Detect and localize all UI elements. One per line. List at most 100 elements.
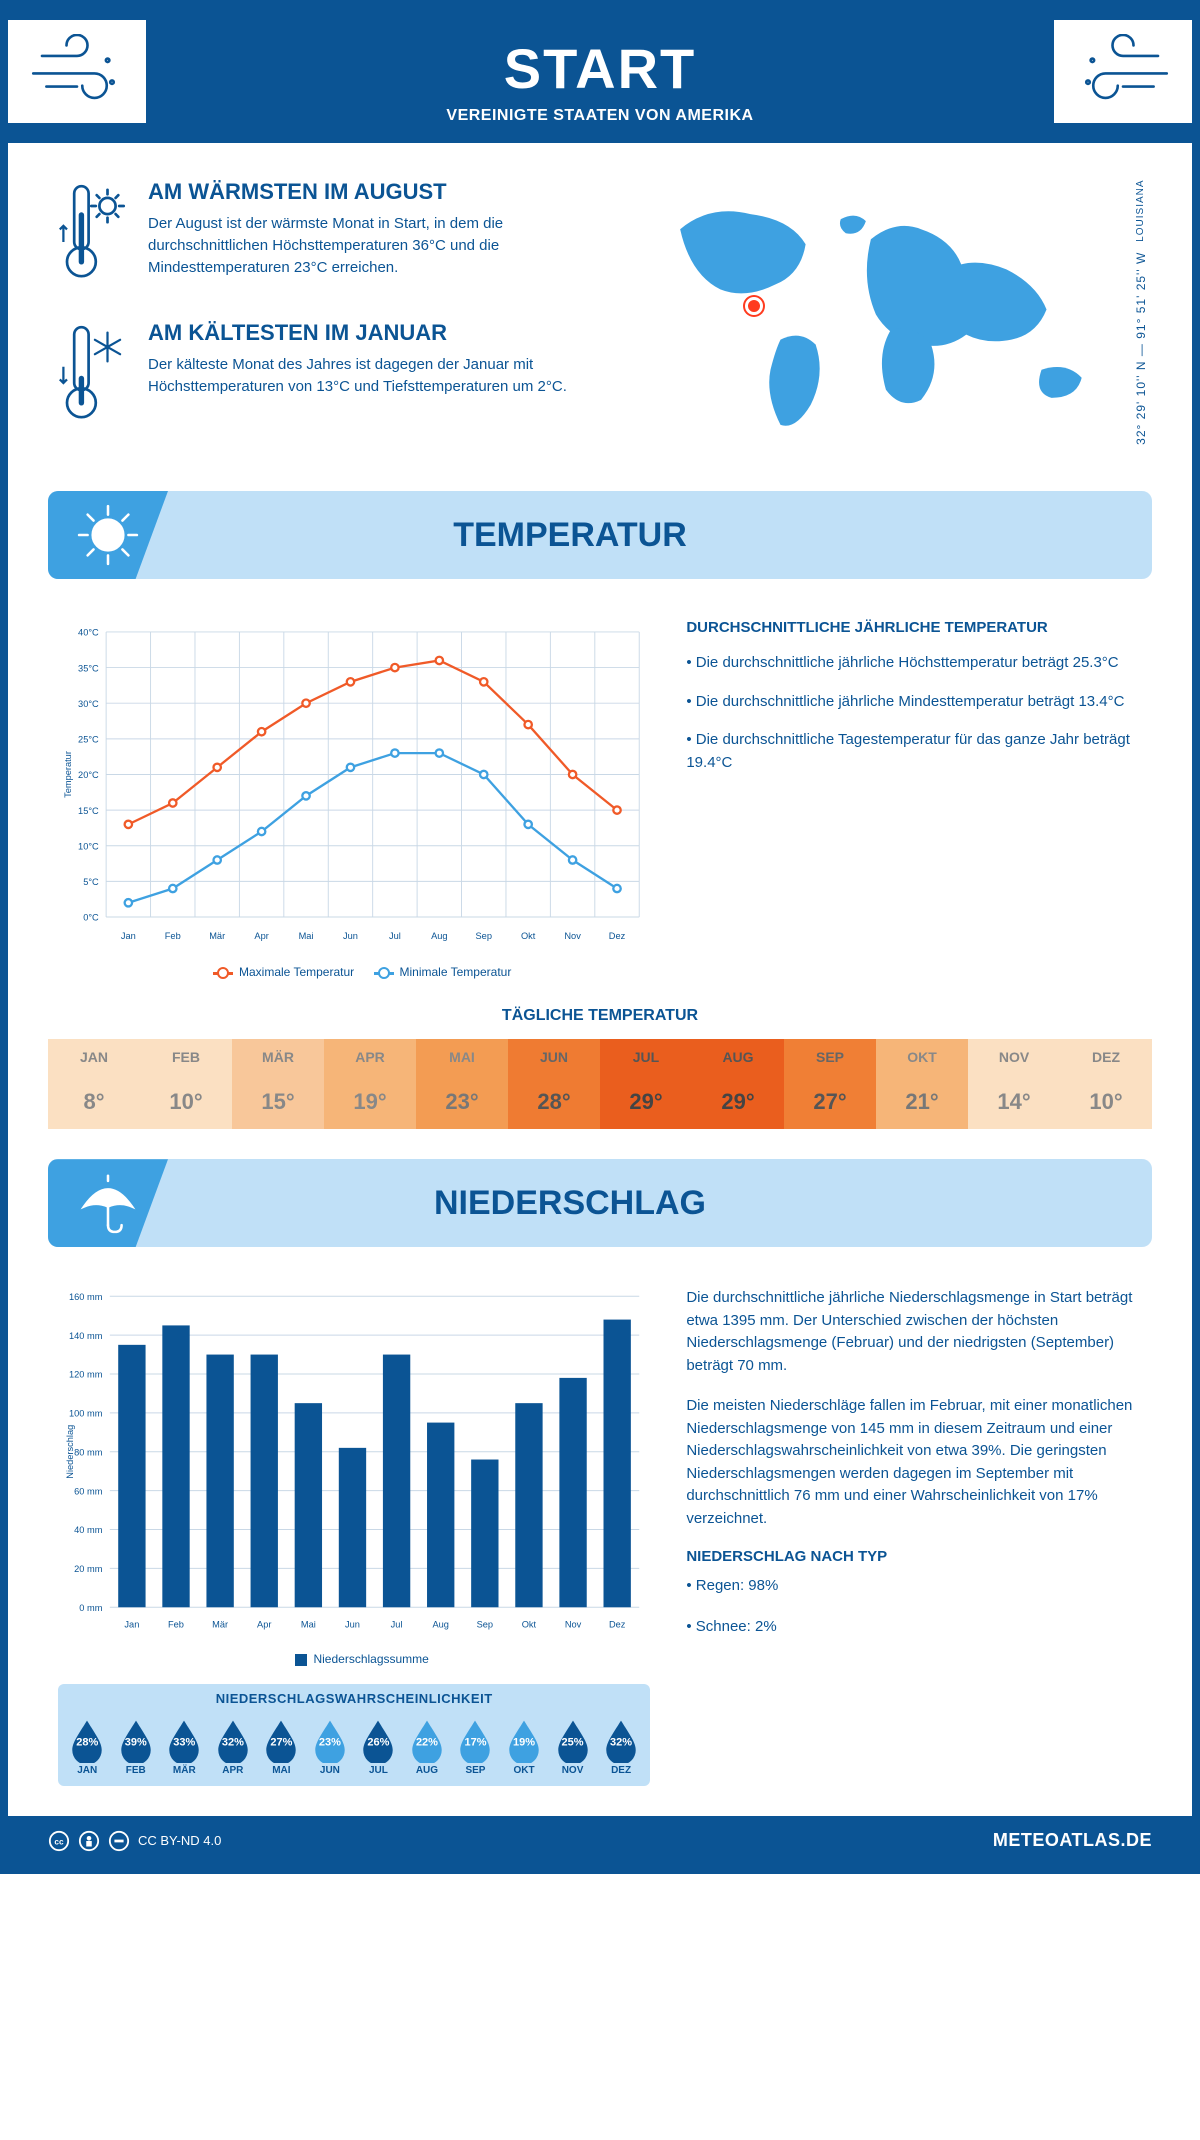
thermometer-cold-icon (58, 320, 130, 433)
daily-value: 10° (140, 1075, 232, 1129)
svg-text:10°C: 10°C (78, 841, 99, 851)
raindrop-icon: 27% (262, 1717, 300, 1763)
svg-text:140 mm: 140 mm (69, 1331, 103, 1341)
wind-icon-right (1054, 20, 1192, 123)
prob-cell: 39% FEB (113, 1717, 160, 1776)
prob-cell: 32% DEZ (598, 1717, 645, 1776)
daily-month: JAN (48, 1039, 140, 1075)
svg-text:0°C: 0°C (83, 913, 99, 923)
temperature-legend: Maximale Temperatur Minimale Temperatur (58, 965, 650, 979)
prob-cell: 17% SEP (452, 1717, 499, 1776)
svg-text:Niederschlag: Niederschlag (65, 1425, 75, 1479)
precipitation-text: Die durchschnittliche jährliche Niedersc… (686, 1287, 1142, 1786)
daily-value: 23° (416, 1075, 508, 1129)
precipitation-bar-chart: 0 mm20 mm40 mm60 mm80 mm100 mm120 mm140 … (58, 1287, 650, 1666)
raindrop-icon: 19% (505, 1717, 543, 1763)
daily-month: FEB (140, 1039, 232, 1075)
daily-value: 8° (48, 1075, 140, 1129)
svg-text:0 mm: 0 mm (79, 1603, 102, 1613)
svg-text:Mär: Mär (209, 931, 225, 941)
svg-text:20 mm: 20 mm (74, 1564, 103, 1574)
svg-text:160 mm: 160 mm (69, 1292, 103, 1302)
precipitation-legend: Niederschlagssumme (58, 1652, 650, 1666)
svg-text:5°C: 5°C (83, 877, 99, 887)
temperature-facts: DURCHSCHNITTLICHE JÄHRLICHE TEMPERATUR •… (686, 619, 1142, 979)
precipitation-probability-box: NIEDERSCHLAGSWAHRSCHEINLICHKEIT 28% JAN … (58, 1684, 650, 1786)
daily-month: DEZ (1060, 1039, 1152, 1075)
wind-icon-left (8, 20, 146, 123)
svg-text:Jul: Jul (389, 931, 401, 941)
raindrop-icon: 25% (554, 1717, 592, 1763)
precipitation-section-banner: NIEDERSCHLAG (48, 1159, 1152, 1247)
license-badge: cc CC BY-ND 4.0 (48, 1830, 221, 1852)
daily-month: NOV (968, 1039, 1060, 1075)
raindrop-icon: 22% (408, 1717, 446, 1763)
page-title: START (28, 36, 1172, 101)
prob-cell: 19% OKT (501, 1717, 548, 1776)
footer: cc CC BY-ND 4.0 METEOATLAS.DE (8, 1816, 1192, 1866)
daily-value: 19° (324, 1075, 416, 1129)
warmest-heading: AM WÄRMSTEN IM AUGUST (148, 179, 610, 205)
thermometer-hot-icon (58, 179, 130, 292)
svg-text:Nov: Nov (565, 1620, 582, 1630)
svg-text:Temperatur: Temperatur (63, 751, 73, 798)
page-subtitle: VEREINIGTE STAATEN VON AMERIKA (28, 107, 1172, 125)
svg-text:Sep: Sep (476, 931, 492, 941)
prob-cell: 26% JUL (355, 1717, 402, 1776)
svg-text:cc: cc (54, 1838, 64, 1847)
sun-icon (48, 491, 168, 579)
raindrop-icon: 39% (117, 1717, 155, 1763)
daily-month: AUG (692, 1039, 784, 1075)
daily-value: 27° (784, 1075, 876, 1129)
svg-text:Aug: Aug (432, 1620, 448, 1630)
svg-text:Nov: Nov (564, 931, 581, 941)
infographic-container: START VEREINIGTE STAATEN VON AMERIKA AM … (0, 0, 1200, 1874)
svg-text:Apr: Apr (254, 931, 268, 941)
daily-month: MÄR (232, 1039, 324, 1075)
coldest-heading: AM KÄLTESTEN IM JANUAR (148, 320, 610, 346)
temperature-line-chart: 0°C5°C10°C15°C20°C25°C30°C35°C40°CJanFeb… (58, 619, 650, 979)
svg-text:60 mm: 60 mm (74, 1487, 103, 1497)
raindrop-icon: 28% (68, 1717, 106, 1763)
svg-text:35°C: 35°C (78, 663, 99, 673)
raindrop-icon: 26% (359, 1717, 397, 1763)
raindrop-icon: 23% (311, 1717, 349, 1763)
world-map: 32° 29' 10'' N — 91° 51' 25'' W LOUISIAN… (640, 179, 1142, 461)
svg-text:Apr: Apr (257, 1620, 271, 1630)
prob-cell: 27% MAI (258, 1717, 305, 1776)
daily-temperature-table: JANFEBMÄRAPRMAIJUNJULAUGSEPOKTNOVDEZ8°10… (48, 1039, 1152, 1129)
daily-month: OKT (876, 1039, 968, 1075)
svg-text:80 mm: 80 mm (74, 1448, 103, 1458)
prob-cell: 22% AUG (404, 1717, 451, 1776)
umbrella-icon (48, 1159, 168, 1247)
coordinates-label: 32° 29' 10'' N — 91° 51' 25'' W LOUISIAN… (1134, 179, 1148, 445)
svg-text:Jul: Jul (391, 1620, 403, 1630)
daily-value: 15° (232, 1075, 324, 1129)
raindrop-icon: 32% (602, 1717, 640, 1763)
svg-text:Feb: Feb (168, 1620, 184, 1630)
svg-text:120 mm: 120 mm (69, 1370, 103, 1380)
svg-text:Jan: Jan (124, 1620, 139, 1630)
coldest-block: AM KÄLTESTEN IM JANUAR Der kälteste Mona… (58, 320, 610, 433)
svg-text:30°C: 30°C (78, 699, 99, 709)
daily-value: 29° (600, 1075, 692, 1129)
daily-value: 21° (876, 1075, 968, 1129)
svg-text:Mai: Mai (299, 931, 314, 941)
daily-value: 29° (692, 1075, 784, 1129)
svg-text:15°C: 15°C (78, 806, 99, 816)
svg-text:20°C: 20°C (78, 770, 99, 780)
raindrop-icon: 33% (165, 1717, 203, 1763)
svg-text:Feb: Feb (165, 931, 181, 941)
prob-cell: 33% MÄR (161, 1717, 208, 1776)
warmest-block: AM WÄRMSTEN IM AUGUST Der August ist der… (58, 179, 610, 292)
temperature-heading: TEMPERATUR (48, 516, 1092, 555)
daily-month: JUL (600, 1039, 692, 1075)
svg-text:Sep: Sep (477, 1620, 493, 1630)
svg-text:40°C: 40°C (78, 628, 99, 638)
svg-text:Dez: Dez (609, 931, 626, 941)
daily-value: 10° (1060, 1075, 1152, 1129)
raindrop-icon: 32% (214, 1717, 252, 1763)
prob-cell: 23% JUN (307, 1717, 354, 1776)
precipitation-heading: NIEDERSCHLAG (48, 1184, 1092, 1223)
daily-month: JUN (508, 1039, 600, 1075)
